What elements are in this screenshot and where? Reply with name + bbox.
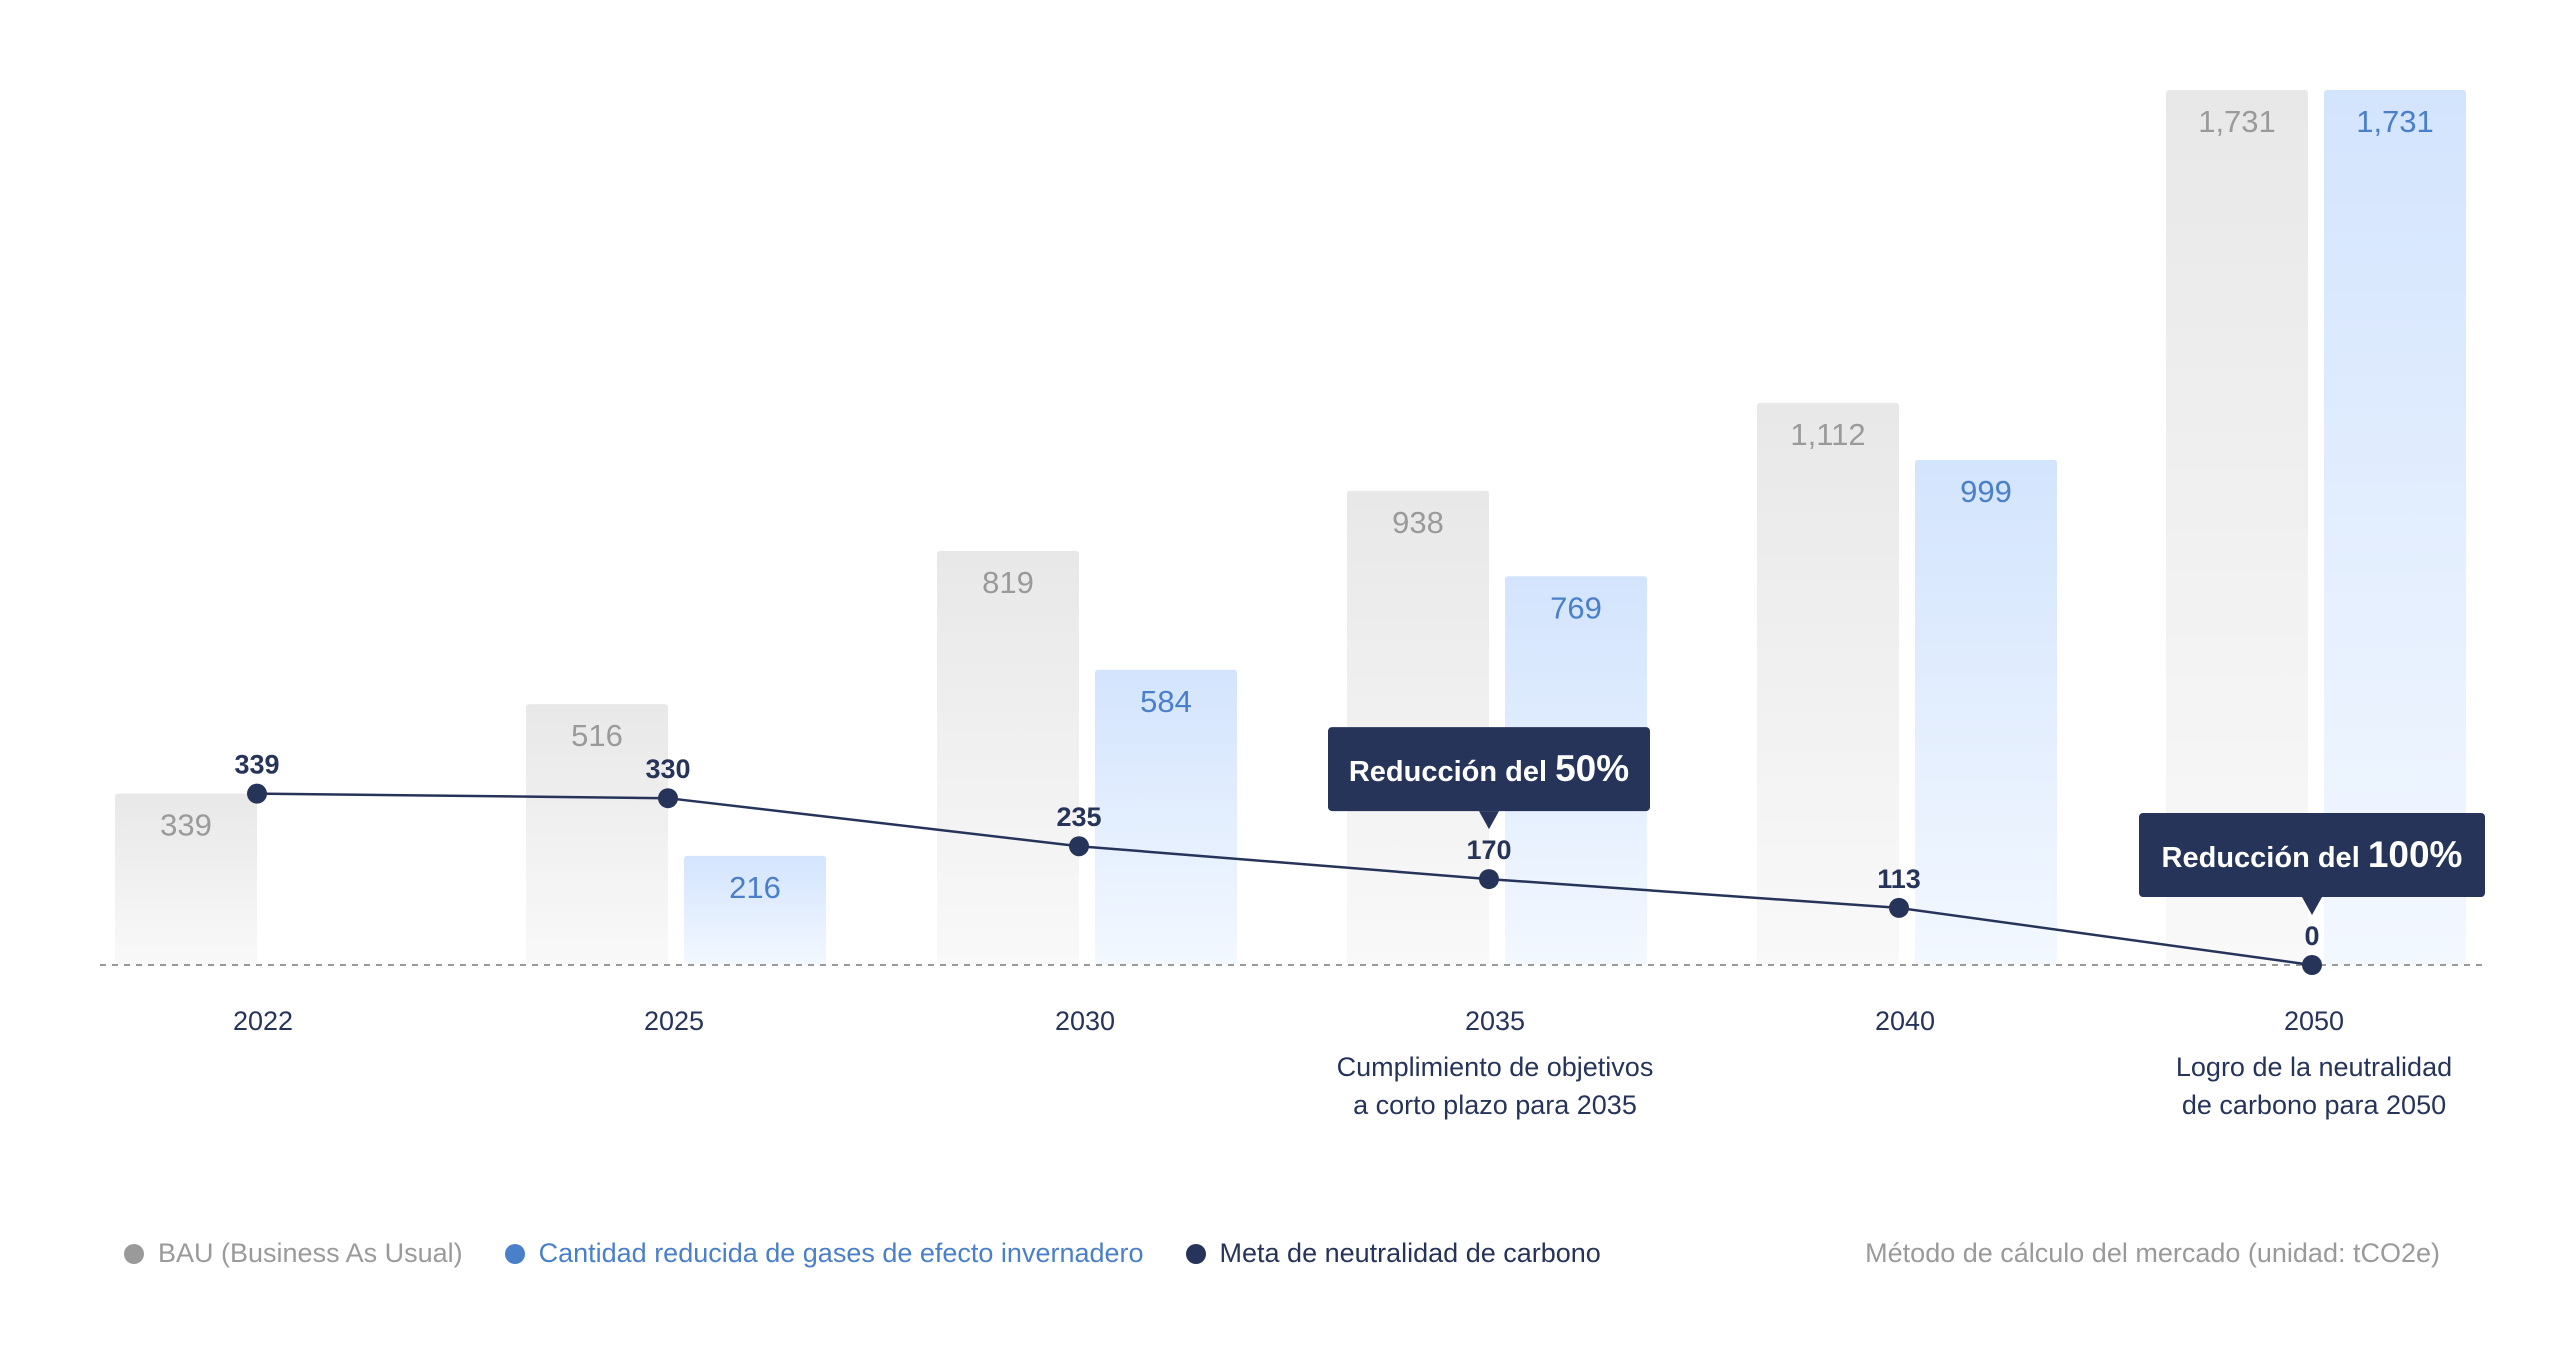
goal-label-2025: 330 [645, 754, 690, 784]
legend-dot-bau [124, 1243, 144, 1264]
goal-point-2025 [658, 788, 678, 809]
x-tick-label-2050: 2050 [2284, 1006, 2344, 1036]
callout-prefix-2035: Reducción del [1349, 756, 1555, 788]
bar-reduced-2040 [1915, 460, 2057, 965]
callout-pointer-2035 [1479, 811, 1499, 830]
callout-text-2050: Reducción del 100% [2162, 834, 2463, 875]
goal-point-2050 [2302, 955, 2322, 975]
x-tick-label-2022: 2022 [233, 1006, 293, 1036]
callout-2050: Reducción del 100% [2139, 813, 2485, 915]
goal-label-2035: 170 [1466, 835, 1511, 865]
category-note-2050-line-2: de carbono para 2050 [2182, 1090, 2446, 1120]
legend-label-goal: Meta de neutralidad de carbono [1219, 1238, 1601, 1268]
goal-label-2040: 113 [1877, 864, 1921, 894]
category-note-2050-line-1: Logro de la neutralidad [2176, 1052, 2452, 1082]
x-tick-label-2035: 2035 [1465, 1006, 1525, 1036]
callout-prefix-2050: Reducción del [2162, 842, 2368, 874]
bar-label-reduced-2050: 1,731 [2356, 104, 2434, 139]
callout-2035: Reducción del 50% [1328, 727, 1650, 830]
bar-bau-2040 [1757, 402, 1899, 965]
legend-label-bau: BAU (Business As Usual) [158, 1238, 463, 1268]
goal-label-2022: 339 [234, 750, 279, 780]
bar-label-reduced-2030: 584 [1140, 684, 1192, 719]
legend-label-reduced: Cantidad reducida de gases de efecto inv… [538, 1238, 1144, 1268]
bar-bau-2030 [937, 551, 1079, 965]
bar-label-bau-2030: 819 [982, 565, 1034, 600]
category-note-2035-line-2: a corto plazo para 2035 [1353, 1090, 1637, 1120]
legend-item-bau: BAU (Business As Usual) [124, 1238, 463, 1269]
callout-value-2035: 50% [1555, 748, 1629, 789]
goal-point-2040 [1889, 897, 1909, 918]
goal-point-2030 [1069, 836, 1089, 857]
bar-label-bau-2040: 1,112 [1790, 417, 1865, 452]
legend-dot-goal [1185, 1243, 1206, 1264]
callout-box-2035 [1328, 727, 1650, 812]
legend-item-goal: Meta de neutralidad de carbono [1185, 1238, 1601, 1269]
callout-value-2050: 100% [2368, 834, 2463, 875]
bar-label-bau-2025: 516 [571, 718, 623, 753]
bar-bau-2050 [2166, 90, 2308, 965]
callout-pointer-2050 [2302, 897, 2322, 915]
bar-label-bau-2022: 339 [160, 808, 212, 843]
callout-box-2050 [2139, 813, 2485, 897]
bar-label-reduced-2035: 769 [1550, 590, 1602, 625]
bar-reduced-2050 [2324, 90, 2466, 965]
goal-label-2050: 0 [2304, 921, 2319, 951]
emissions-chart: 339 2022 516 216 2025 819 584 2030 938 769 2035 Cum… [100, 90, 2485, 1120]
legend: BAU (Business As Usual) Cantidad reducid… [124, 1238, 1643, 1269]
category-note-2035-line-1: Cumplimiento de objetivos [1337, 1052, 1654, 1082]
unit-note: Método de cálculo del mercado (unidad: t… [1865, 1238, 2440, 1268]
x-tick-label-2040: 2040 [1875, 1006, 1935, 1036]
callout-text-2035: Reducción del 50% [1349, 748, 1629, 789]
bar-label-bau-2050: 1,731 [2198, 104, 2276, 139]
bar-label-bau-2035: 938 [1392, 505, 1444, 540]
bar-bau-2022 [115, 793, 257, 965]
goal-label-2030: 235 [1056, 802, 1101, 832]
bar-reduced-2030 [1095, 669, 1237, 965]
goal-point-2035 [1479, 869, 1499, 890]
legend-item-reduced: Cantidad reducida de gases de efecto inv… [504, 1238, 1144, 1269]
bar-reduced-2025 [684, 855, 826, 965]
x-tick-label-2025: 2025 [644, 1006, 704, 1036]
bar-label-reduced-2040: 999 [1960, 474, 2012, 509]
goal-point-2022 [247, 783, 267, 804]
bar-bau-2025 [526, 704, 668, 965]
goal-line [256, 792, 2313, 967]
legend-dot-reduced [504, 1243, 525, 1264]
bar-label-reduced-2025: 216 [729, 870, 781, 905]
x-tick-label-2030: 2030 [1055, 1006, 1115, 1036]
